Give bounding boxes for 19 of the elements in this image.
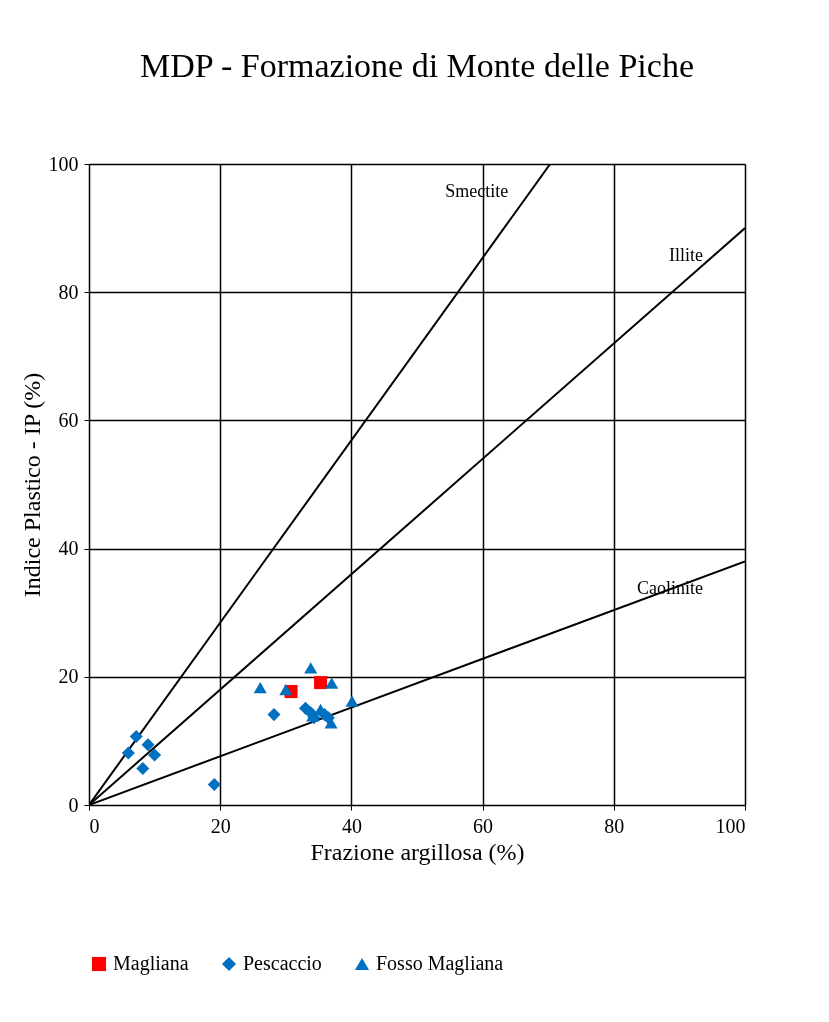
- legend-label: Pescaccio: [243, 952, 322, 974]
- y-tick-label: 80: [58, 280, 79, 303]
- x-tick-label: 80: [604, 814, 625, 837]
- x-tick-label: 100: [715, 814, 746, 837]
- y-tick-label: 100: [48, 152, 79, 175]
- x-tick-label: 20: [210, 814, 231, 837]
- legend-label: Fosso Magliana: [376, 952, 504, 975]
- series-label: Illite: [669, 245, 703, 266]
- x-tick-label: 60: [473, 814, 494, 837]
- y-tick-label: 40: [58, 537, 79, 560]
- chart-title: MDP - Formazione di Monte delle Piche: [140, 47, 694, 84]
- y-tick-label: 0: [68, 793, 79, 816]
- legend-label: Magliana: [113, 952, 189, 975]
- x-axis-title: Frazione argillosa (%): [310, 838, 525, 865]
- x-tick-label: 40: [341, 814, 362, 837]
- y-axis-title: Indice Plastico - IP (%): [18, 372, 45, 598]
- y-tick-label: 20: [58, 665, 79, 688]
- y-tick-label: 60: [58, 408, 79, 431]
- x-tick-label: 0: [89, 814, 100, 837]
